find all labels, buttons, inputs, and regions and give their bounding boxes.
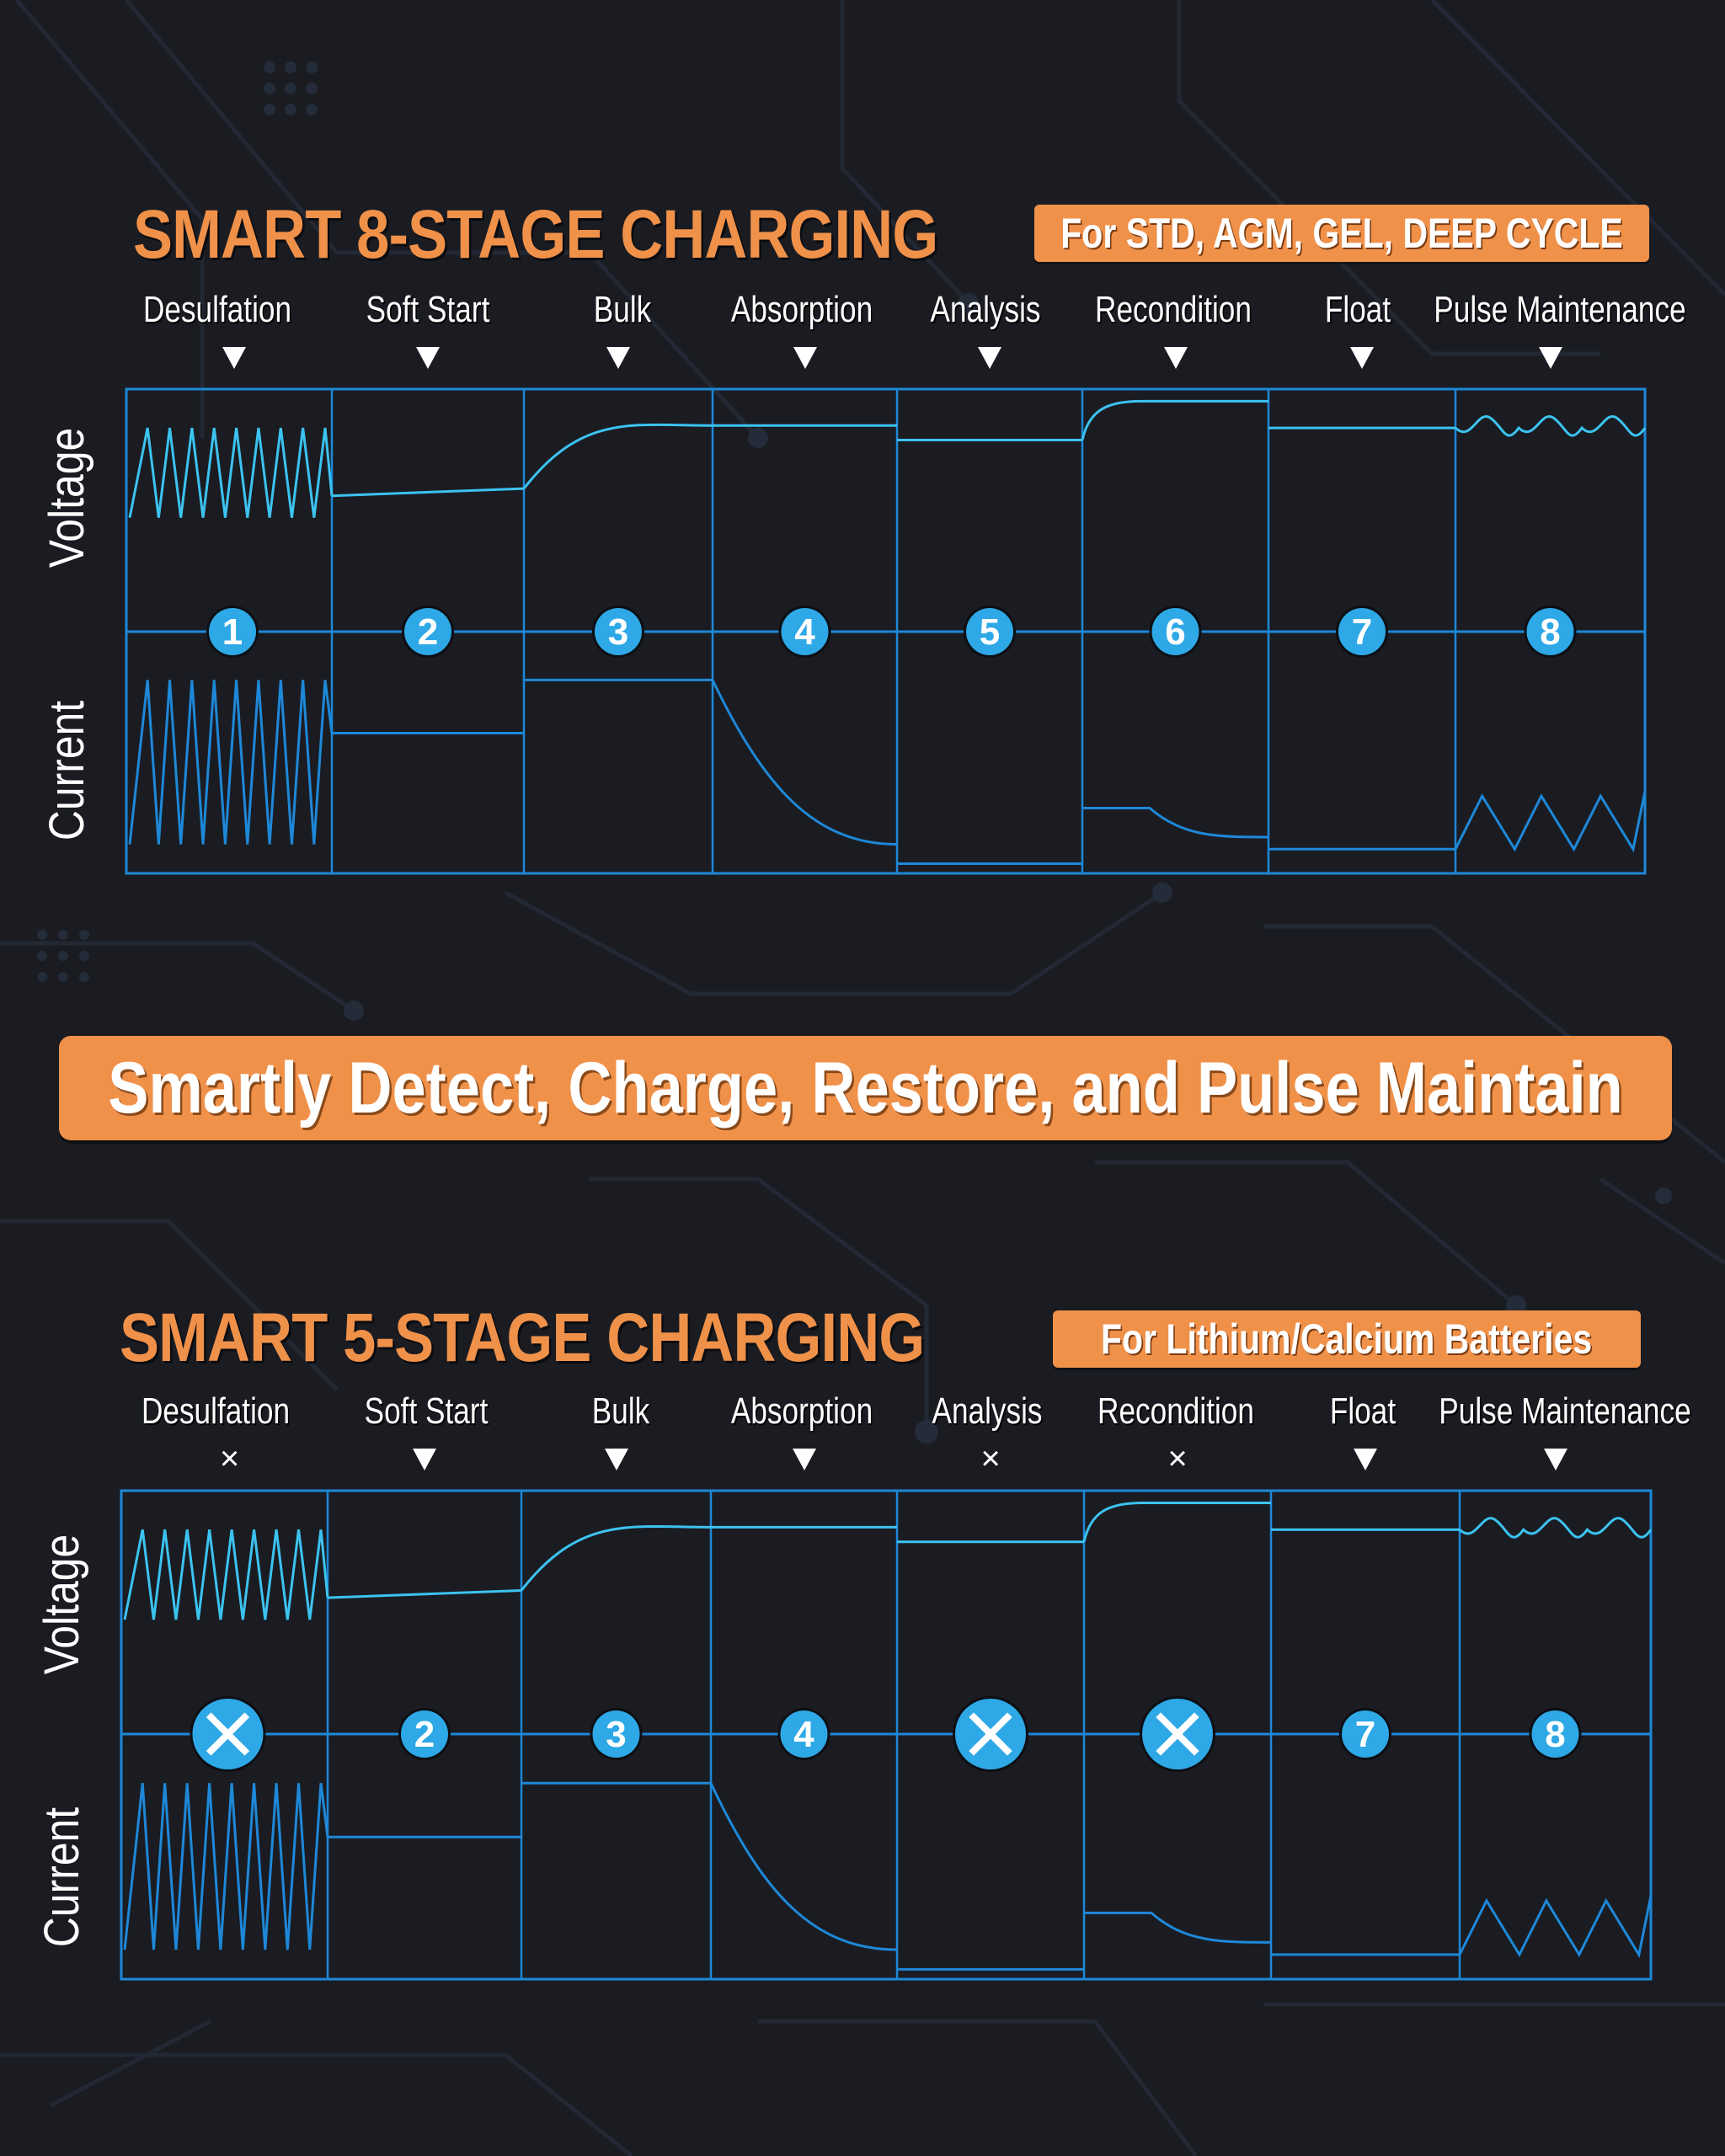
stage-label: Soft Start (366, 289, 490, 330)
down-arrow-icon (978, 347, 1001, 369)
stage-number: 8 (1540, 611, 1560, 653)
stage-number-badge: 2 (402, 606, 454, 658)
disabled-stage-badge (953, 1696, 1028, 1772)
down-arrow-icon (793, 347, 817, 369)
down-arrow-icon (792, 1449, 816, 1470)
cross-icon: × (980, 1440, 1001, 1477)
stage-number-badge: 2 (398, 1708, 451, 1760)
stage-label: Recondition (1095, 289, 1252, 330)
current-curve (123, 1781, 1653, 1971)
down-arrow-icon (413, 1449, 436, 1470)
stage-number-badge: 6 (1149, 606, 1202, 658)
down-arrow-icon (416, 347, 440, 369)
down-arrow-icon (222, 347, 246, 369)
down-arrow-icon (606, 347, 630, 369)
stage-number: 1 (222, 611, 243, 653)
battery-type-text: For Lithium/Calcium Batteries (1101, 1315, 1593, 1363)
stage-label: Pulse Maintenance (1439, 1390, 1691, 1432)
stage-number: 8 (1545, 1714, 1565, 1755)
stage-number: 2 (418, 611, 438, 653)
stage-label: Absorption (730, 289, 873, 330)
close-icon (969, 1712, 1012, 1756)
disabled-stage-badge (190, 1696, 266, 1772)
disabled-stage-badge (1140, 1696, 1215, 1772)
stage-label: Bulk (591, 1390, 650, 1432)
stage-number-badge: 3 (592, 606, 644, 658)
stage-number-badge: 1 (206, 606, 259, 658)
stage-number-badge: 7 (1336, 606, 1388, 658)
down-arrow-icon (1354, 1449, 1377, 1470)
stage-label: Analysis (932, 1390, 1043, 1432)
stage-number-badge: 3 (590, 1708, 643, 1760)
stage-label: Desulfation (141, 1390, 291, 1432)
stage-number: 7 (1352, 611, 1372, 653)
section-title: SMART 8-STAGE CHARGING (133, 196, 938, 273)
feature-banner: Smartly Detect, Charge, Restore, and Pul… (59, 1036, 1672, 1140)
current-curve (128, 678, 1647, 866)
stage-number-badge: 7 (1339, 1708, 1391, 1760)
stage-number: 3 (606, 1714, 626, 1755)
section-title: SMART 5-STAGE CHARGING (120, 1299, 925, 1376)
chart-grid (120, 1489, 1653, 1981)
down-arrow-icon (604, 1449, 628, 1470)
close-icon (206, 1712, 250, 1756)
stage-label: Pulse Maintenance (1434, 289, 1686, 330)
stage-label: Desulfation (142, 289, 292, 330)
banner-text: Smartly Detect, Charge, Restore, and Pul… (108, 1047, 1623, 1129)
stage-label: Float (1324, 289, 1391, 330)
stage-label: Bulk (593, 289, 652, 330)
stage-number-badge: 8 (1529, 1708, 1582, 1760)
down-arrow-icon (1163, 347, 1188, 369)
stage-number: 4 (794, 611, 815, 653)
close-icon (1156, 1712, 1199, 1756)
stage-number: 2 (414, 1714, 435, 1755)
battery-type-tag: For Lithium/Calcium Batteries (1053, 1310, 1641, 1368)
stage-label: Recondition (1097, 1390, 1254, 1432)
stage-number: 7 (1355, 1714, 1375, 1755)
cross-icon: × (1167, 1440, 1188, 1477)
stage-number-badge: 5 (964, 606, 1016, 658)
stage-number-badge: 8 (1524, 606, 1577, 658)
stage-number-badge: 4 (778, 606, 831, 658)
stage-number: 4 (793, 1714, 814, 1755)
voltage-curve (123, 1501, 1653, 1620)
stage-number: 6 (1165, 611, 1185, 653)
down-arrow-icon (1350, 347, 1374, 369)
stage-number: 5 (980, 611, 1000, 653)
stage-label: Soft Start (364, 1390, 489, 1432)
stage-number-badge: 4 (777, 1708, 830, 1760)
chart-grid (125, 387, 1647, 875)
battery-type-text: For STD, AGM, GEL, DEEP CYCLE (1060, 210, 1623, 257)
cross-icon: × (219, 1440, 240, 1477)
stage-label: Float (1329, 1390, 1397, 1432)
stage-number: 3 (608, 611, 628, 653)
down-arrow-icon (1543, 1449, 1567, 1470)
voltage-curve (128, 399, 1647, 518)
down-arrow-icon (1538, 347, 1562, 369)
stage-label: Analysis (930, 289, 1041, 330)
battery-type-tag: For STD, AGM, GEL, DEEP CYCLE (1034, 205, 1649, 262)
stage-label: Absorption (730, 1390, 873, 1432)
